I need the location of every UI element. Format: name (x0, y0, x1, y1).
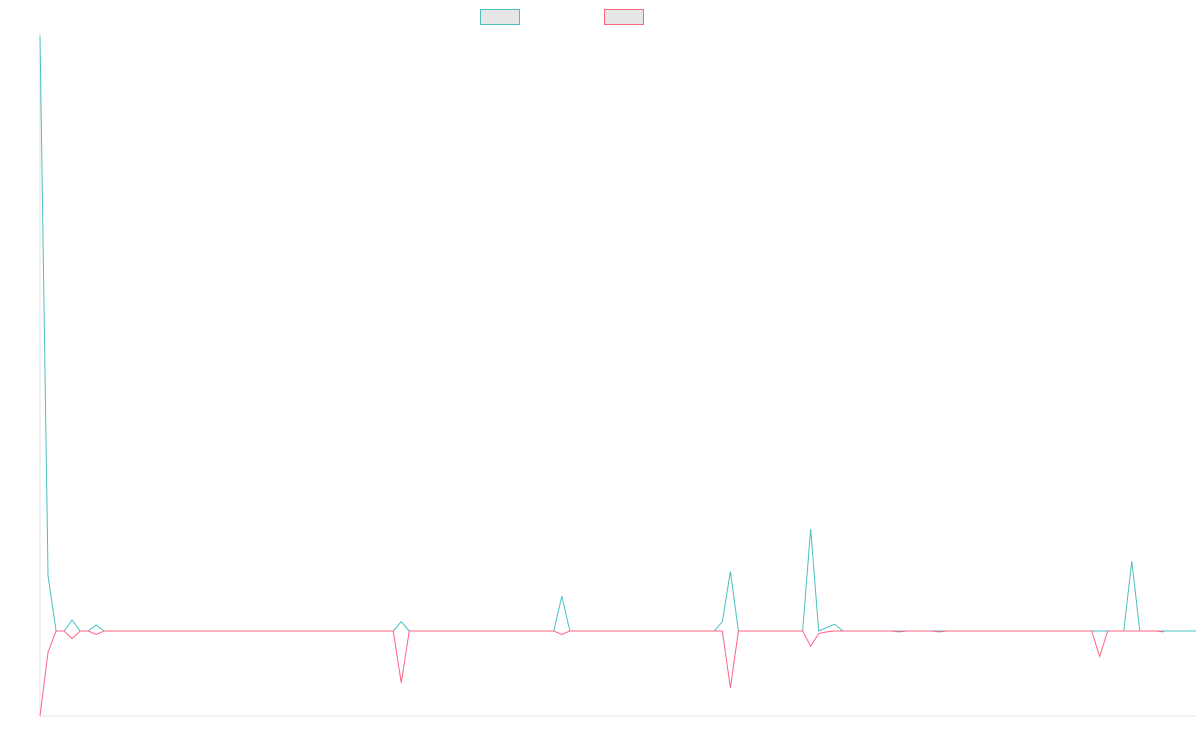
series-line-1[interactable] (39, 35, 1196, 632)
legend-swatch-series-2[interactable] (604, 9, 644, 25)
legend-swatch-series-1[interactable] (480, 9, 520, 25)
series-layer (39, 35, 1196, 717)
series-line-2[interactable] (39, 630, 1164, 717)
